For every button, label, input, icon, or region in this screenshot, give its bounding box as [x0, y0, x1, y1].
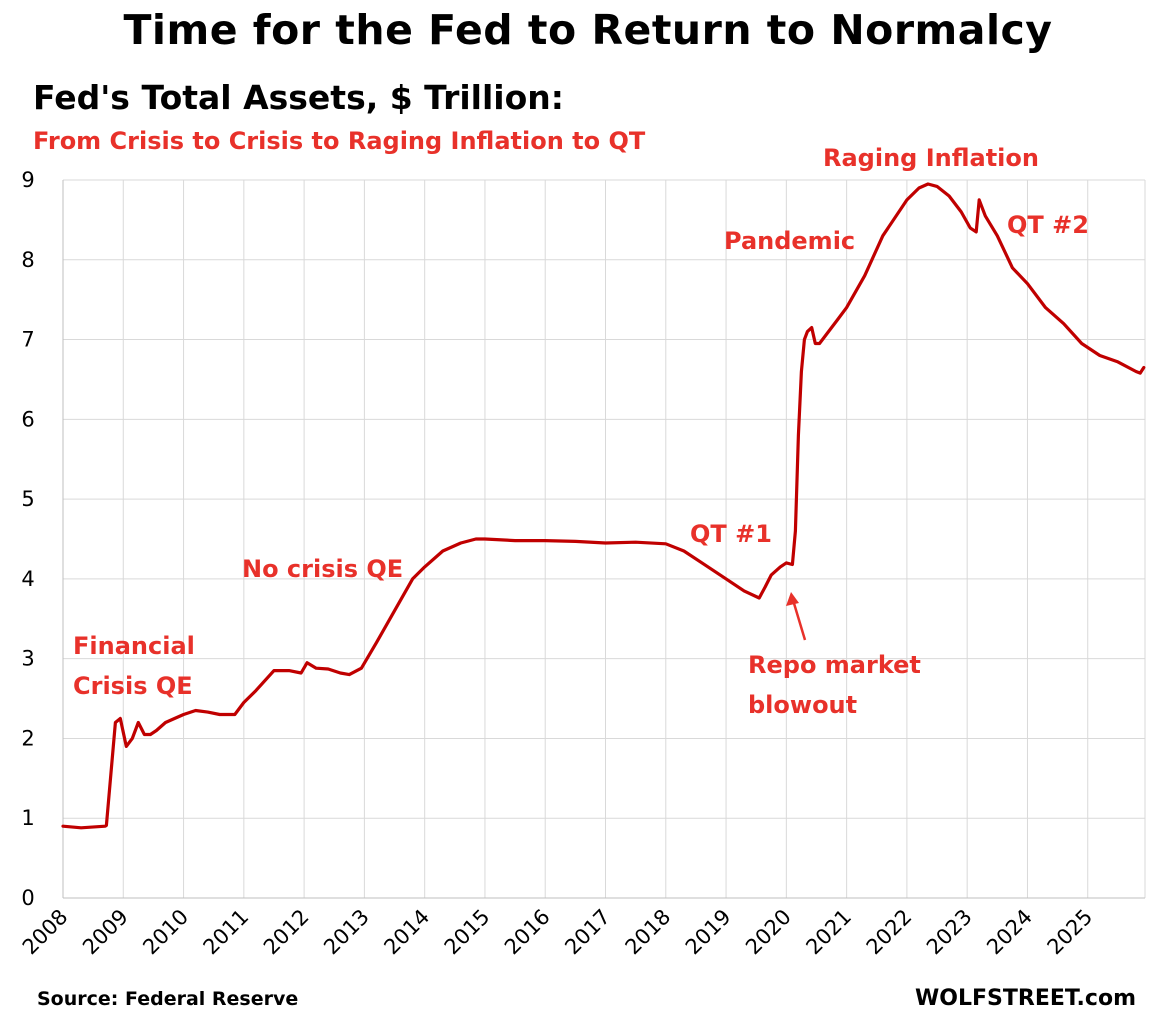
annotation-label: QT #1 [690, 520, 772, 548]
series-line-fed-total-assets [61, 182, 1146, 830]
source-note: Source: Federal Reserve [37, 988, 299, 1010]
annotation-label: Financial [73, 632, 195, 660]
x-tick-label: 2024 [982, 905, 1037, 960]
y-tick-label: 2 [21, 726, 34, 750]
y-tick-label: 6 [21, 407, 34, 431]
y-tick-label: 0 [21, 886, 34, 910]
x-tick-label: 2009 [78, 905, 133, 960]
chart-subtitle-red: From Crisis to Crisis to Raging Inflatio… [33, 127, 646, 155]
x-tick-label: 2015 [440, 905, 495, 960]
y-tick-label: 1 [21, 806, 34, 830]
x-tick-label: 2008 [18, 905, 73, 960]
annotation-label: Repo market [748, 651, 921, 679]
y-tick-label: 7 [21, 328, 34, 352]
x-tick-label: 2013 [319, 905, 374, 960]
x-tick-label: 2025 [1043, 905, 1098, 960]
annotation-label: Pandemic [724, 227, 855, 255]
grid-lines [62, 179, 1146, 899]
brand-watermark: WOLFSTREET.com [915, 986, 1136, 1011]
x-tick-label: 2010 [138, 905, 193, 960]
chart-subtitle: Fed's Total Assets, $ Trillion: [33, 78, 564, 117]
x-tick-label: 2017 [560, 905, 615, 960]
annotation-label: No crisis QE [242, 555, 403, 583]
x-tick-label: 2016 [500, 905, 555, 960]
annotation-label: Raging Inflation [823, 144, 1039, 172]
y-tick-label: 5 [21, 487, 34, 511]
x-tick-label: 2023 [922, 905, 977, 960]
x-tick-label: 2020 [741, 905, 796, 960]
annotation-label: QT #2 [1007, 211, 1089, 239]
x-axis-ticks: 2008 2009 2010 2011 2012 2013 2014 2015 2016 2017… [18, 905, 1098, 960]
y-axis-ticks: 0 1 2 3 4 5 6 7 8 9 [21, 168, 34, 910]
y-tick-label: 8 [21, 248, 34, 272]
x-tick-label: 2018 [621, 905, 676, 960]
series-layer [61, 182, 1146, 830]
y-tick-label: 4 [21, 567, 34, 591]
y-tick-label: 3 [21, 647, 34, 671]
annotations-layer: Financial Crisis QE No crisis QE QT #1 Repo … [73, 144, 1089, 719]
annotation-label: blowout [748, 691, 857, 719]
y-tick-label: 9 [21, 168, 34, 192]
chart-title: Time for the Fed to Return to Normalcy [123, 6, 1053, 54]
x-tick-label: 2021 [801, 905, 856, 960]
x-tick-label: 2011 [199, 905, 254, 960]
repo-arrow-head [786, 592, 799, 606]
x-tick-label: 2019 [681, 905, 736, 960]
x-tick-label: 2012 [259, 905, 314, 960]
x-tick-label: 2014 [379, 905, 434, 960]
x-tick-label: 2022 [862, 905, 917, 960]
repo-arrow-shaft [791, 599, 807, 641]
annotation-label: Crisis QE [73, 672, 193, 700]
